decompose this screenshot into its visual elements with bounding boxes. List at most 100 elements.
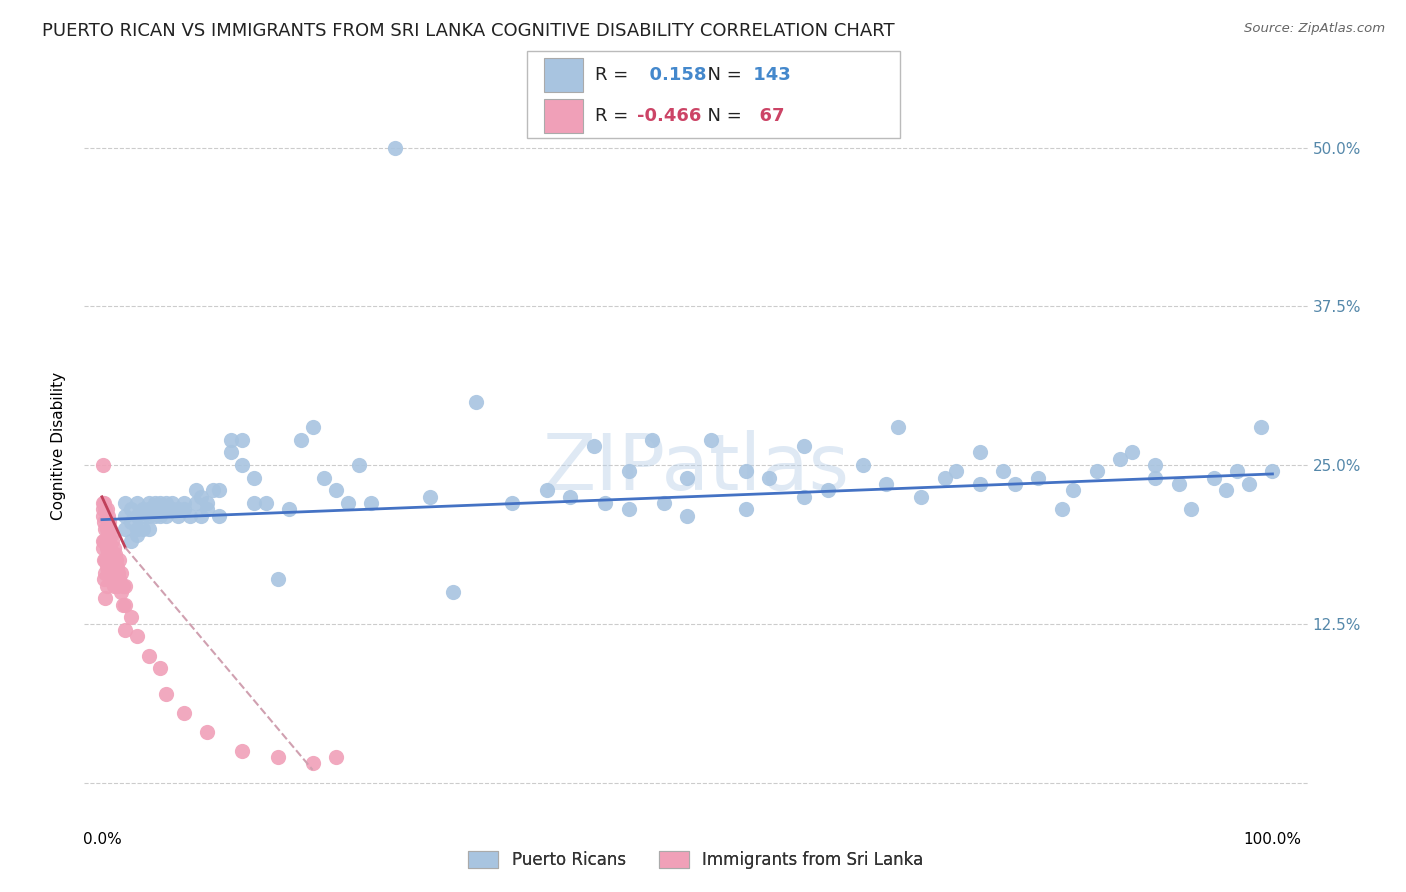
Point: [125, 508, 148, 523]
Point: [593, 496, 616, 510]
Point: [793, 439, 815, 453]
Point: [1028, 471, 1050, 485]
Point: [132, 508, 155, 523]
Point: [1062, 483, 1084, 498]
Point: [93, 572, 115, 586]
Point: [1004, 477, 1026, 491]
Point: [278, 502, 301, 516]
Point: [97, 515, 120, 529]
Point: [132, 522, 155, 536]
Point: [97, 547, 120, 561]
Point: [94, 566, 117, 580]
Point: [195, 502, 218, 516]
Point: [100, 528, 122, 542]
Point: [98, 541, 121, 555]
Point: [184, 496, 207, 510]
Point: [1109, 451, 1132, 466]
Point: [110, 566, 132, 580]
Point: [219, 433, 242, 447]
Point: [167, 508, 190, 523]
Point: [190, 508, 212, 523]
Point: [103, 559, 125, 574]
Point: [138, 522, 160, 536]
Point: [103, 579, 125, 593]
Point: [617, 464, 640, 478]
Point: [155, 687, 177, 701]
Point: [114, 579, 136, 593]
Point: [266, 750, 288, 764]
Point: [641, 433, 664, 447]
Text: ZIPatlas: ZIPatlas: [543, 431, 849, 507]
Point: [336, 496, 359, 510]
Point: [101, 553, 124, 567]
Point: [114, 623, 136, 637]
Point: [1050, 502, 1073, 516]
Point: [98, 559, 121, 574]
Point: [93, 496, 115, 510]
Point: [993, 464, 1015, 478]
Point: [969, 445, 991, 459]
Point: [887, 420, 910, 434]
Point: [945, 464, 967, 478]
Point: [111, 598, 134, 612]
Point: [676, 471, 699, 485]
Point: [125, 528, 148, 542]
Text: 67: 67: [747, 107, 785, 126]
Point: [114, 522, 136, 536]
Point: [97, 508, 120, 523]
Point: [108, 553, 131, 567]
Point: [875, 477, 897, 491]
Point: [501, 496, 523, 510]
Point: [149, 496, 172, 510]
Point: [758, 471, 780, 485]
Point: [560, 490, 582, 504]
Point: [699, 433, 721, 447]
Point: [195, 724, 218, 739]
Point: [94, 522, 117, 536]
Point: [360, 496, 382, 510]
Point: [104, 547, 127, 561]
Point: [325, 750, 347, 764]
Point: [734, 502, 756, 516]
Point: [93, 553, 115, 567]
Point: [1121, 445, 1143, 459]
Point: [94, 553, 117, 567]
Point: [465, 394, 488, 409]
Point: [190, 490, 212, 504]
Point: [149, 661, 172, 675]
Point: [94, 591, 117, 606]
Point: [536, 483, 558, 498]
Point: [969, 477, 991, 491]
Point: [97, 566, 120, 580]
Point: [1144, 471, 1167, 485]
Point: [111, 579, 134, 593]
Text: R =: R =: [595, 107, 628, 126]
Point: [149, 502, 172, 516]
Point: [301, 420, 323, 434]
Point: [100, 547, 122, 561]
Point: [96, 502, 118, 516]
Legend: Puerto Ricans, Immigrants from Sri Lanka: Puerto Ricans, Immigrants from Sri Lanka: [461, 845, 931, 876]
Point: [219, 445, 242, 459]
Point: [441, 585, 464, 599]
Point: [231, 744, 253, 758]
Point: [125, 522, 148, 536]
Point: [254, 496, 277, 510]
Point: [167, 502, 190, 516]
Point: [155, 508, 177, 523]
Point: [266, 572, 288, 586]
Text: N =: N =: [696, 107, 742, 126]
Point: [132, 502, 155, 516]
Point: [155, 496, 177, 510]
Point: [120, 534, 142, 549]
Point: [934, 471, 956, 485]
Point: [120, 502, 142, 516]
Point: [91, 541, 114, 555]
Point: [910, 490, 932, 504]
Point: [98, 522, 121, 536]
Point: [93, 534, 115, 549]
Point: [104, 566, 127, 580]
Point: [138, 502, 160, 516]
Text: Source: ZipAtlas.com: Source: ZipAtlas.com: [1244, 22, 1385, 36]
Text: 0.158: 0.158: [637, 66, 706, 85]
